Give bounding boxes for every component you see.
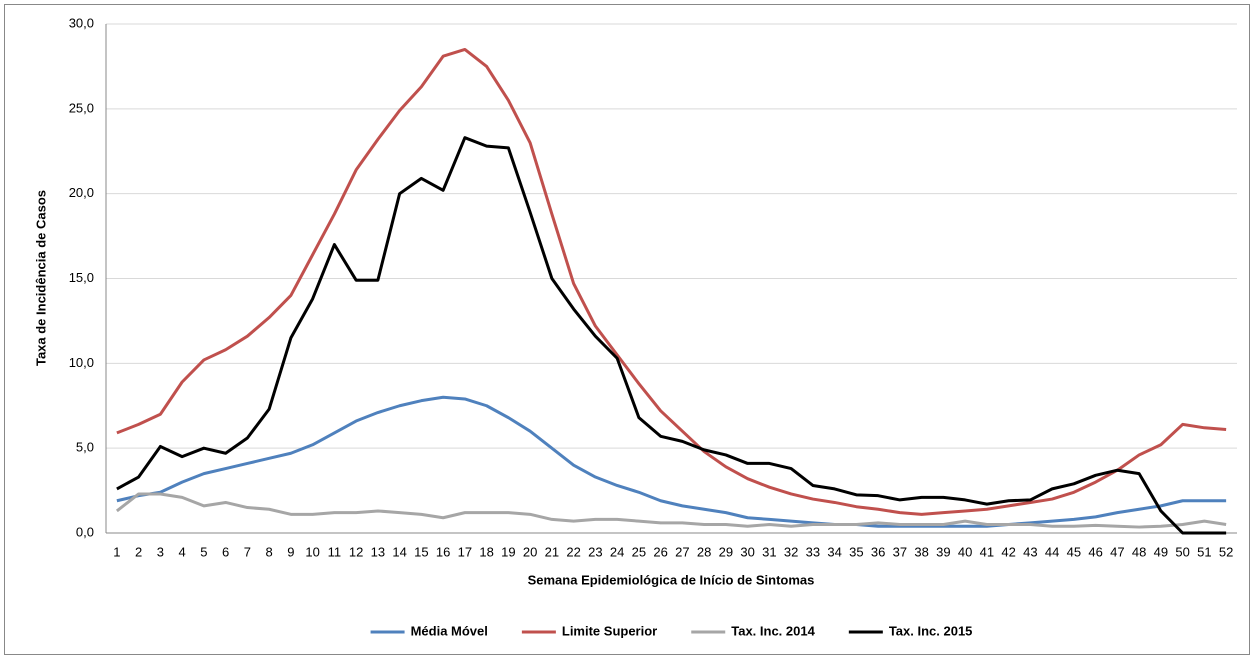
x-tick-label: 21	[545, 544, 559, 559]
x-axis-label: Semana Epidemiológica de Início de Sinto…	[528, 572, 815, 587]
x-tick-label: 27	[675, 544, 689, 559]
x-tick-label: 1	[113, 544, 120, 559]
x-tick-label: 25	[632, 544, 646, 559]
legend-label: Média Móvel	[411, 623, 488, 638]
x-tick-label: 46	[1088, 544, 1102, 559]
x-tick-label: 47	[1110, 544, 1124, 559]
series-line	[116, 136, 1227, 535]
y-axis-label: Taxa de Incidência de Casos	[33, 190, 48, 366]
x-tick-label: 49	[1154, 544, 1168, 559]
x-tick-label: 20	[523, 544, 537, 559]
x-tick-label: 30	[740, 544, 754, 559]
y-tick-label: 10,0	[69, 355, 94, 370]
y-tick-label: 0,0	[76, 524, 94, 539]
x-tick-label: 51	[1197, 544, 1211, 559]
x-tick-label: 3	[157, 544, 164, 559]
x-tick-label: 41	[980, 544, 994, 559]
x-tick-label: 37	[893, 544, 907, 559]
x-tick-label: 5	[200, 544, 207, 559]
x-tick-label: 10	[305, 544, 319, 559]
series-line	[116, 47, 1227, 516]
x-tick-label: 31	[762, 544, 776, 559]
x-tick-label: 38	[914, 544, 928, 559]
x-tick-label: 8	[266, 544, 273, 559]
x-tick-label: 12	[349, 544, 363, 559]
x-tick-label: 29	[719, 544, 733, 559]
x-tick-label: 15	[414, 544, 428, 559]
y-tick-label: 30,0	[69, 15, 94, 30]
x-tick-label: 50	[1175, 544, 1189, 559]
y-tick-label: 5,0	[76, 440, 94, 455]
legend-label: Tax. Inc. 2014	[731, 623, 815, 638]
x-tick-label: 16	[436, 544, 450, 559]
legend-label: Tax. Inc. 2015	[889, 623, 973, 638]
x-tick-label: 13	[371, 544, 385, 559]
x-tick-label: 35	[849, 544, 863, 559]
y-tick-label: 25,0	[69, 100, 94, 115]
x-tick-label: 22	[566, 544, 580, 559]
x-tick-label: 52	[1219, 544, 1233, 559]
x-tick-label: 19	[501, 544, 515, 559]
series-line	[116, 395, 1227, 528]
x-tick-label: 14	[392, 544, 406, 559]
x-tick-label: 7	[244, 544, 251, 559]
x-tick-label: 42	[1001, 544, 1015, 559]
x-tick-label: 45	[1067, 544, 1081, 559]
x-tick-label: 34	[827, 544, 841, 559]
x-tick-label: 32	[784, 544, 798, 559]
chart-frame	[4, 4, 1250, 655]
x-tick-label: 11	[328, 544, 342, 559]
x-tick-label: 6	[222, 544, 229, 559]
x-tick-label: 17	[458, 544, 472, 559]
x-tick-label: 39	[936, 544, 950, 559]
x-tick-label: 44	[1045, 544, 1059, 559]
x-tick-label: 18	[479, 544, 493, 559]
series-line	[115, 492, 1227, 529]
x-tick-label: 9	[287, 544, 294, 559]
x-tick-label: 28	[697, 544, 711, 559]
y-tick-label: 15,0	[69, 270, 94, 285]
x-tick-label: 23	[588, 544, 602, 559]
x-tick-label: 26	[653, 544, 667, 559]
y-tick-label: 20,0	[69, 185, 94, 200]
x-tick-label: 2	[135, 544, 142, 559]
x-tick-label: 36	[871, 544, 885, 559]
legend-label: Limite Superior	[562, 623, 657, 638]
x-tick-label: 48	[1132, 544, 1146, 559]
x-tick-label: 33	[806, 544, 820, 559]
x-tick-label: 24	[610, 544, 624, 559]
x-tick-label: 43	[1023, 544, 1037, 559]
x-tick-label: 4	[179, 544, 186, 559]
x-tick-label: 40	[958, 544, 972, 559]
